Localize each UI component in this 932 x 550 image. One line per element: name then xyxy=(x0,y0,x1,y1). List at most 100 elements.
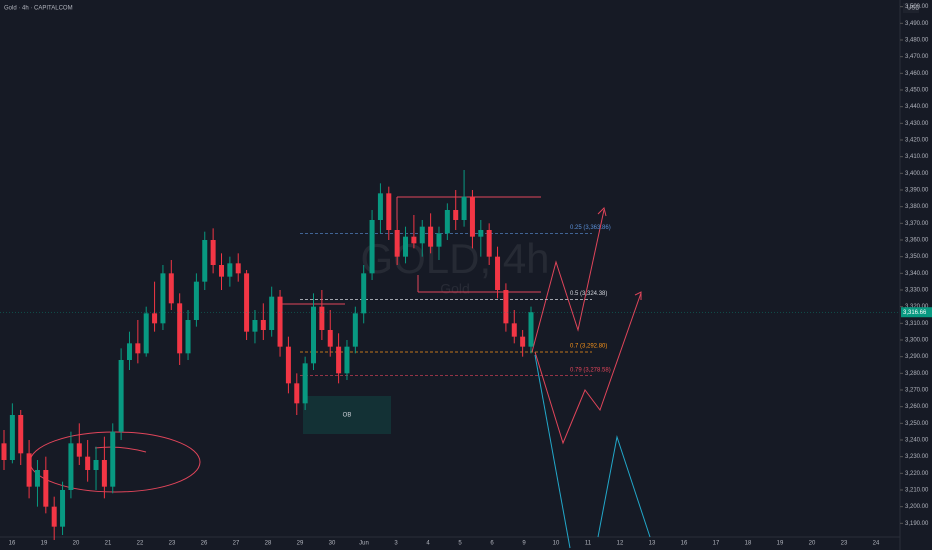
y-tick-label: 3,380.00 xyxy=(905,204,929,210)
candle-body xyxy=(453,210,459,220)
candle-body xyxy=(1,443,7,460)
candle-body xyxy=(177,303,183,354)
fib-label: 0.7 (3,292.80) xyxy=(570,344,607,350)
y-tick-label: 3,490.00 xyxy=(905,21,929,27)
candle-body xyxy=(528,312,534,347)
candle-body xyxy=(394,230,400,257)
x-tick-label: 19 xyxy=(777,541,784,547)
candle-body xyxy=(436,233,442,247)
arrow-head xyxy=(597,207,607,217)
candle-body xyxy=(252,320,258,332)
x-tick-label: 21 xyxy=(105,541,112,547)
fib-label: 0.5 (3,324.38) xyxy=(570,291,607,297)
y-tick-label: 3,340.00 xyxy=(905,271,929,277)
projection-path xyxy=(534,354,571,549)
y-tick-label: 3,300.00 xyxy=(905,338,929,344)
y-tick-label: 3,360.00 xyxy=(905,238,929,244)
x-tick-label: 20 xyxy=(73,541,80,547)
candle-body xyxy=(168,273,174,304)
currency: USD xyxy=(907,6,920,12)
watermark: GOLD, 4h xyxy=(360,235,549,282)
x-tick-label: 24 xyxy=(873,541,880,547)
y-tick-label: 3,260.00 xyxy=(905,404,929,410)
candle-body xyxy=(469,196,475,237)
order-block xyxy=(303,396,391,434)
candle-body xyxy=(210,240,216,265)
watermark-subtitle: Gold xyxy=(440,281,470,297)
y-tick-label: 3,350.00 xyxy=(905,254,929,260)
x-tick-label: 22 xyxy=(137,541,144,547)
fib-label: 0.25 (3,363.86) xyxy=(570,225,611,231)
y-tick-label: 3,400.00 xyxy=(905,171,929,177)
candle-body xyxy=(403,236,409,257)
candle-body xyxy=(235,263,241,274)
y-tick-label: 3,390.00 xyxy=(905,188,929,194)
candle-body xyxy=(294,383,300,404)
candle-body xyxy=(260,320,266,330)
x-tick-label: 20 xyxy=(809,541,816,547)
x-tick-label: 18 xyxy=(745,541,752,547)
projection-path xyxy=(534,292,642,445)
candle-body xyxy=(311,306,317,364)
candle-body xyxy=(461,196,467,220)
x-tick-label: 27 xyxy=(233,541,240,547)
candle-body xyxy=(269,296,275,330)
candle-body xyxy=(51,506,57,527)
candle-body xyxy=(520,336,526,347)
candle-body xyxy=(110,431,116,487)
candle-body xyxy=(143,313,149,354)
x-tick-label: 23 xyxy=(841,541,848,547)
y-tick-label: 3,500.00 xyxy=(905,4,929,10)
y-tick-label: 3,230.00 xyxy=(905,454,929,460)
y-tick-label: 3,220.00 xyxy=(905,471,929,477)
candle-body xyxy=(352,313,358,347)
candle-body xyxy=(361,273,367,314)
candle-body xyxy=(152,313,158,324)
y-tick-label: 3,330.00 xyxy=(905,288,929,294)
y-tick-label: 3,190.00 xyxy=(905,521,929,527)
x-tick-label: 3 xyxy=(394,541,398,547)
candle-body xyxy=(327,330,333,347)
candle-body xyxy=(277,296,283,347)
candle-body xyxy=(43,470,49,507)
candle-body xyxy=(495,256,501,290)
curve-annotation xyxy=(94,446,147,453)
x-tick-label: 17 xyxy=(713,541,720,547)
candle-body xyxy=(85,456,91,470)
candle-body xyxy=(202,240,208,282)
candle-body xyxy=(26,453,32,487)
candle-body xyxy=(377,193,383,220)
candle-body xyxy=(285,346,291,384)
y-tick-label: 3,250.00 xyxy=(905,421,929,427)
candle-body xyxy=(193,281,199,320)
x-tick-label: 10 xyxy=(553,541,560,547)
candle-body xyxy=(444,210,450,234)
currency-box xyxy=(903,3,919,13)
candle-body xyxy=(386,193,392,230)
y-tick-label: 3,290.00 xyxy=(905,354,929,360)
projection-path xyxy=(531,209,605,353)
candle-body xyxy=(244,273,250,332)
x-tick-label: 16 xyxy=(681,541,688,547)
x-tick-label: 28 xyxy=(265,541,272,547)
candle-body xyxy=(218,265,224,277)
y-tick-label: 3,470.00 xyxy=(905,54,929,60)
y-tick-label: 3,210.00 xyxy=(905,488,929,494)
y-tick-label: 3,440.00 xyxy=(905,104,929,110)
fib-label: 0.79 (3,278.58) xyxy=(570,367,611,373)
x-tick-label: 23 xyxy=(169,541,176,547)
arrow-head xyxy=(634,291,642,300)
y-tick-label: 3,480.00 xyxy=(905,38,929,44)
y-tick-label: 3,450.00 xyxy=(905,88,929,94)
candle-body xyxy=(419,226,425,244)
y-tick-label: 3,270.00 xyxy=(905,388,929,394)
zone-label: OB xyxy=(343,413,352,419)
x-tick-label: 12 xyxy=(617,541,624,547)
y-tick-label: 3,430.00 xyxy=(905,121,929,127)
candle-body xyxy=(60,490,66,527)
candle-body xyxy=(302,363,308,404)
candle-body xyxy=(336,346,342,374)
y-tick-label: 3,310.00 xyxy=(905,321,929,327)
